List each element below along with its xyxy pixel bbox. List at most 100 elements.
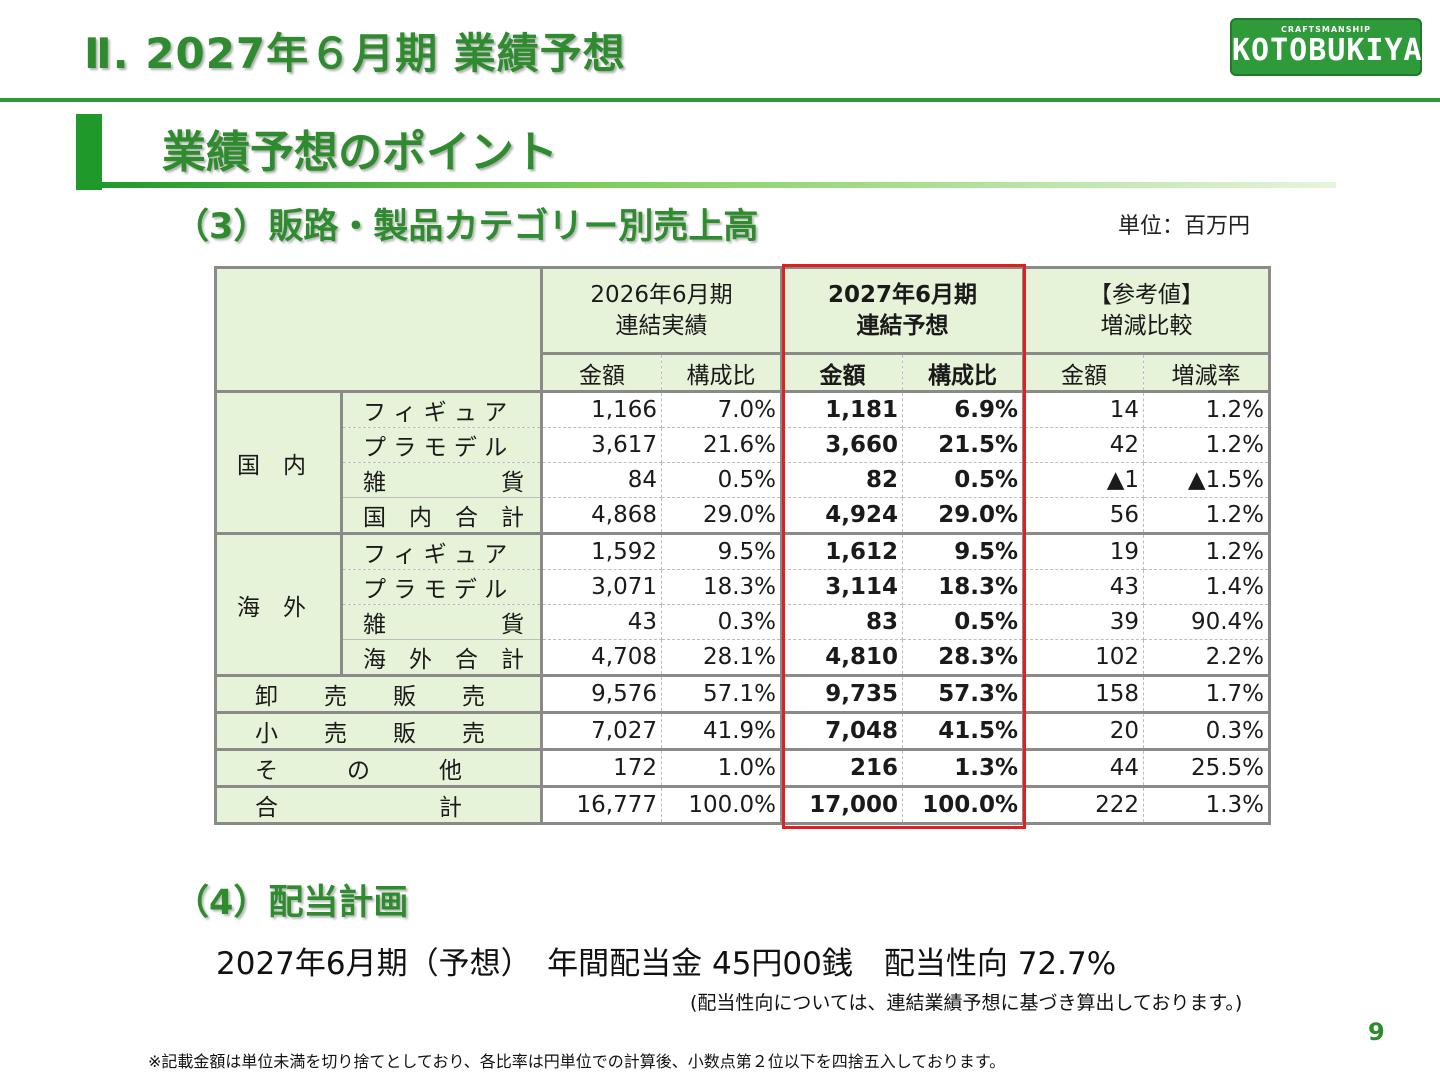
value-ar: 28.1% bbox=[661, 639, 784, 677]
page-number: 9 bbox=[1368, 1018, 1385, 1046]
table-row: 国 内フ ィ ギ ュ ア 1,166 7.0% 1,181 6.9% 14 1.2% bbox=[214, 391, 1272, 535]
value-a: 4,868 bbox=[541, 497, 662, 535]
subheader-0: 金額 bbox=[541, 353, 662, 393]
value-ar: 1.0% bbox=[661, 749, 784, 788]
sales-table: 2026年6月期 連結実績 2027年6月期 連結予想 【参考値】 増減比較 金額 構成… bbox=[214, 266, 1272, 825]
value-ar: 0.3% bbox=[661, 604, 784, 640]
value-dr: 1.2% bbox=[1143, 497, 1272, 535]
value-f: 82 bbox=[781, 462, 904, 498]
item-label: 雑 貨 bbox=[341, 604, 543, 640]
value-dr: 1.2% bbox=[1143, 427, 1272, 463]
value-f: 3,660 bbox=[781, 427, 904, 463]
dividend-heading: （4）配当計画 bbox=[174, 883, 409, 923]
value-ar: 18.3% bbox=[661, 569, 784, 605]
value-fr: 6.9% bbox=[902, 391, 1026, 428]
unit-label: 単位：百万円 bbox=[1118, 214, 1251, 239]
value-d: 14 bbox=[1023, 391, 1145, 428]
value-ar: 21.6% bbox=[661, 427, 784, 463]
value-f: 4,810 bbox=[781, 639, 904, 677]
value-fr: 18.3% bbox=[902, 569, 1026, 605]
subheader-row: 金額 構成比 金額 構成比 金額 増減率 bbox=[216, 353, 1272, 393]
value-ar: 7.0% bbox=[661, 391, 784, 428]
value-f: 1,612 bbox=[781, 533, 904, 570]
table-row: 雑 貨 43 0.3% 83 0.5% 39 90.4% bbox=[216, 604, 1272, 640]
value-f: 83 bbox=[781, 604, 904, 640]
item-label: 海 外 合 計 bbox=[341, 639, 543, 677]
value-ar: 41.9% bbox=[661, 712, 784, 751]
value-d: 43 bbox=[1023, 569, 1145, 605]
value-a: 16,777 bbox=[541, 786, 662, 825]
item-label: プ ラ モ デ ル bbox=[341, 427, 543, 463]
category-label: 国 内 bbox=[214, 391, 343, 535]
table-row: 合 計 16,777 100.0% 17,000 100.0% 222 1.3% bbox=[214, 786, 1272, 825]
value-fr: 57.3% bbox=[902, 675, 1026, 714]
value-fr: 1.3% bbox=[902, 749, 1026, 788]
item-label: プ ラ モ デ ル bbox=[341, 569, 543, 605]
value-d: 42 bbox=[1023, 427, 1145, 463]
value-a: 3,071 bbox=[541, 569, 662, 605]
section-underline bbox=[100, 182, 1336, 188]
value-fr: 9.5% bbox=[902, 533, 1026, 570]
value-dr: 1.7% bbox=[1143, 675, 1272, 714]
value-d: 102 bbox=[1023, 639, 1145, 677]
value-dr: ▲1.5% bbox=[1143, 462, 1272, 498]
value-ar: 29.0% bbox=[661, 497, 784, 535]
forecast-period-header: 2027年6月期 連結予想 bbox=[781, 266, 1026, 355]
value-dr: 1.2% bbox=[1143, 533, 1272, 570]
table-row: 国 内 合 計 4,868 29.0% 4,924 29.0% 56 1.2% bbox=[216, 497, 1272, 535]
value-d: 19 bbox=[1023, 533, 1145, 570]
value-a: 4,708 bbox=[541, 639, 662, 677]
value-f: 1,181 bbox=[781, 391, 904, 428]
table-row: そ の 他 172 1.0% 216 1.3% 44 25.5% bbox=[214, 749, 1272, 788]
value-fr: 100.0% bbox=[902, 786, 1026, 825]
value-ar: 57.1% bbox=[661, 675, 784, 714]
sales-by-category-heading: （3）販路・製品カテゴリー別売上高 bbox=[174, 207, 759, 247]
header-row: 2026年6月期 連結実績 2027年6月期 連結予想 【参考値】 増減比較 bbox=[214, 266, 1272, 393]
subheader-2: 金額 bbox=[781, 353, 904, 393]
value-d: 20 bbox=[1023, 712, 1145, 751]
value-d: 44 bbox=[1023, 749, 1145, 788]
value-f: 4,924 bbox=[781, 497, 904, 535]
value-d: 56 bbox=[1023, 497, 1145, 535]
subheader-1: 構成比 bbox=[661, 353, 784, 393]
value-dr: 25.5% bbox=[1143, 749, 1272, 788]
summary-label: そ の 他 bbox=[214, 749, 543, 788]
value-d: 158 bbox=[1023, 675, 1145, 714]
value-d: 222 bbox=[1023, 786, 1145, 825]
value-a: 9,576 bbox=[541, 675, 662, 714]
value-fr: 0.5% bbox=[902, 604, 1026, 640]
value-f: 7,048 bbox=[781, 712, 904, 751]
value-fr: 28.3% bbox=[902, 639, 1026, 677]
table-row: 海 外フ ィ ギ ュ ア 1,592 9.5% 1,612 9.5% 19 1.2% bbox=[214, 533, 1272, 677]
table-row: 海 外 合 計 4,708 28.1% 4,810 28.3% 102 2.2% bbox=[216, 639, 1272, 677]
header-divider bbox=[0, 98, 1440, 102]
value-f: 17,000 bbox=[781, 786, 904, 825]
value-ar: 100.0% bbox=[661, 786, 784, 825]
value-dr: 1.4% bbox=[1143, 569, 1272, 605]
value-a: 1,592 bbox=[541, 533, 662, 570]
item-label: 雑 貨 bbox=[341, 462, 543, 498]
value-ar: 0.5% bbox=[661, 462, 784, 498]
value-a: 1,166 bbox=[541, 391, 662, 428]
table-row: プ ラ モ デ ル 3,071 18.3% 3,114 18.3% 43 1.4% bbox=[216, 569, 1272, 605]
kotobukiya-logo: CRAFTSMANSHIP KOTOBUKIYA bbox=[1230, 18, 1422, 76]
summary-label: 小 売 販 売 bbox=[214, 712, 543, 751]
value-ar: 9.5% bbox=[661, 533, 784, 570]
subheader-4: 金額 bbox=[1023, 353, 1145, 393]
section-title: 業績予想のポイント bbox=[162, 127, 558, 178]
value-f: 216 bbox=[781, 749, 904, 788]
footnote: ※記載金額は単位未満を切り捨てとしており、各比率は円単位での計算後、小数点第２位… bbox=[148, 1052, 1006, 1071]
value-d: ▲1 bbox=[1023, 462, 1145, 498]
value-dr: 1.2% bbox=[1143, 391, 1272, 428]
section-accent-bar bbox=[76, 114, 102, 190]
category-label: 海 外 bbox=[214, 533, 343, 677]
value-a: 172 bbox=[541, 749, 662, 788]
value-fr: 21.5% bbox=[902, 427, 1026, 463]
item-label: フ ィ ギ ュ ア bbox=[341, 533, 543, 570]
value-dr: 90.4% bbox=[1143, 604, 1272, 640]
value-fr: 29.0% bbox=[902, 497, 1026, 535]
subheader-5: 増減率 bbox=[1143, 353, 1272, 393]
value-d: 39 bbox=[1023, 604, 1145, 640]
table-row: 卸 売 販 売 9,576 57.1% 9,735 57.3% 158 1.7% bbox=[214, 675, 1272, 714]
value-f: 3,114 bbox=[781, 569, 904, 605]
